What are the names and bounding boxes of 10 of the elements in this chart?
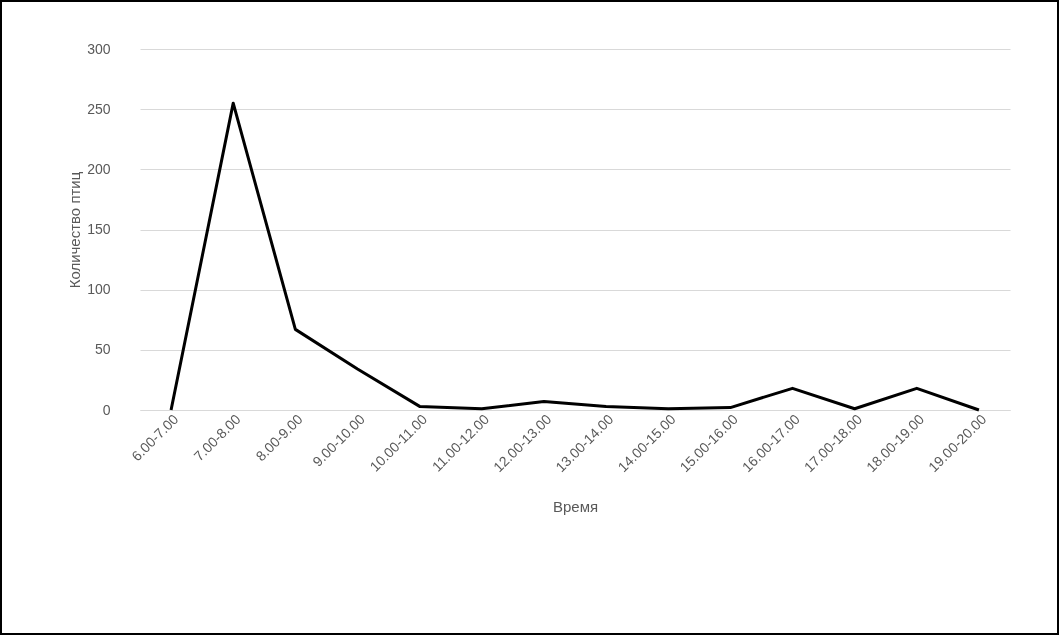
y-tick-label: 300: [87, 40, 111, 57]
y-tick-label: 50: [94, 341, 111, 358]
x-axis-title: Время: [552, 498, 599, 516]
y-tick-label: 200: [87, 160, 111, 177]
y-tick-label: 0: [102, 401, 111, 418]
y-axis-title: Количество птиц: [66, 171, 84, 289]
y-tick-label: 250: [87, 100, 111, 117]
y-tick-label: 150: [87, 221, 111, 237]
line-series: [169, 101, 981, 412]
y-tick-label: 100: [87, 281, 111, 298]
